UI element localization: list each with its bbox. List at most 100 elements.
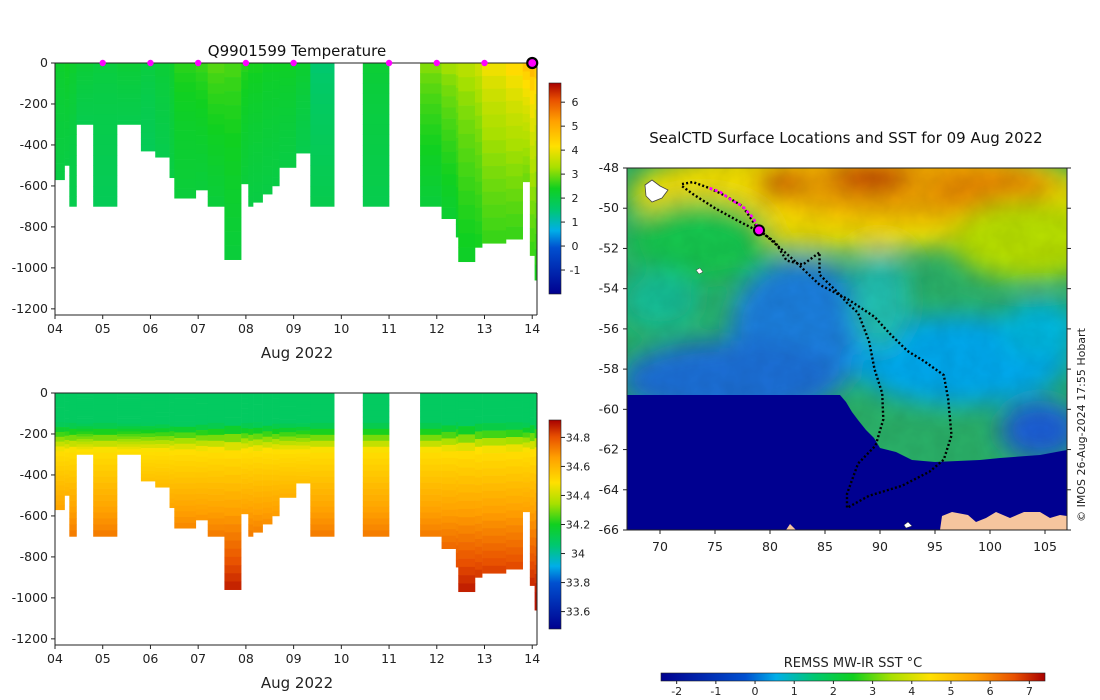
salinity-cell (93, 518, 118, 525)
salinity-profile (117, 393, 142, 455)
y-tick-label: -400 (20, 137, 48, 152)
temperature-cell (279, 160, 297, 168)
x-tick-label: 10 (333, 321, 349, 336)
temperature-cell (253, 63, 263, 74)
temperature-cell (534, 187, 537, 203)
temperature-cell (55, 104, 65, 114)
salinity-cell (155, 412, 170, 417)
temperature-cell (155, 103, 170, 111)
temperature-cell (93, 185, 118, 197)
temperature-cell (362, 196, 390, 207)
salinity-cell (420, 512, 442, 519)
salinity-cell (441, 438, 457, 446)
salinity-cell (522, 422, 531, 428)
temperature-cell (155, 83, 170, 91)
temperature-cell (474, 76, 483, 90)
salinity-cell (455, 436, 459, 445)
salinity-cell (272, 464, 280, 471)
salinity-profile (248, 393, 254, 537)
temperature-cell (169, 63, 175, 72)
salinity-cell (195, 514, 209, 521)
salinity-cell (474, 554, 483, 563)
salinity-cell (253, 503, 263, 510)
salinity-cell (253, 410, 263, 417)
temperature-cell (155, 89, 170, 97)
temperature-cell (93, 124, 118, 136)
salinity-cell (55, 480, 65, 486)
temperature-cell (474, 207, 483, 222)
temperature-cell (505, 214, 523, 227)
salinity-cell (207, 488, 225, 495)
temperature-cell (262, 81, 273, 92)
salinity-cell (296, 460, 311, 465)
temperature-cell (253, 172, 263, 183)
salinity-cell (117, 436, 142, 440)
salinity-cell (64, 474, 70, 479)
temperature-cell (279, 122, 297, 131)
salinity-cell (69, 506, 77, 513)
temperature-cell (455, 137, 459, 151)
salinity-cell (534, 420, 537, 430)
temperature-cell (534, 78, 537, 95)
salinity-cell (241, 453, 249, 459)
salinity-cell (224, 532, 242, 541)
salinity-cell (455, 538, 459, 546)
salinity-cell (55, 495, 65, 501)
salinity-cell (474, 462, 483, 471)
salinity-cell (310, 506, 335, 513)
salinity-cell (117, 413, 142, 417)
current-surface-marker (526, 56, 539, 70)
salinity-cell (474, 562, 483, 571)
salinity-cell (64, 482, 70, 488)
salinity-cell (224, 565, 242, 574)
salinity-cell (474, 569, 483, 578)
temperature-cell (140, 132, 156, 139)
surface-marker (99, 59, 106, 67)
temperature-cell (241, 140, 249, 150)
temperature-cell (195, 81, 209, 91)
temperature-cell (420, 63, 442, 74)
salinity-cell (69, 482, 77, 489)
temperature-cell (458, 247, 476, 263)
temperature-profile (55, 63, 65, 181)
sst-colorbar-tick-label: 7 (1026, 685, 1033, 698)
temperature-cell (64, 128, 70, 137)
salinity-cell (458, 542, 476, 551)
temperature-cell (64, 150, 70, 159)
salinity-cell (140, 444, 156, 449)
temperature-cell (362, 175, 390, 187)
salinity-cell (117, 441, 142, 445)
salinity-cell (310, 494, 335, 501)
temperature-cell (93, 73, 118, 84)
temperature-cell (529, 131, 535, 146)
salinity-cell (362, 470, 390, 477)
salinity-cell (174, 516, 197, 523)
temperature-cell (522, 173, 531, 183)
temperature-cell (195, 126, 209, 136)
salinity-cell (195, 451, 209, 457)
y-tick-label: -1200 (12, 301, 48, 316)
salinity-cell (169, 440, 175, 446)
salinity-cell (169, 493, 175, 499)
temperature-cell (224, 217, 242, 232)
temperature-cell (420, 83, 442, 95)
temperature-cell (534, 156, 537, 172)
salinity-cell (529, 473, 535, 482)
temperature-profile (522, 63, 531, 183)
salinity-cell (69, 494, 77, 501)
temperature-cell (224, 77, 242, 92)
salinity-cell (272, 444, 280, 450)
salinity-profile (296, 393, 311, 484)
temperature-cell (458, 105, 476, 121)
salinity-cell (195, 461, 209, 468)
temperature-cell (272, 71, 280, 81)
temperature-cell (529, 63, 535, 78)
temperature-cell (522, 79, 531, 89)
salinity-cell (534, 592, 537, 602)
temperature-cell (117, 98, 142, 103)
salinity-cell (224, 548, 242, 558)
salinity-cell (207, 416, 225, 424)
salinity-cell (420, 452, 442, 460)
temperature-cell (482, 178, 507, 193)
salinity-cell (272, 505, 280, 512)
